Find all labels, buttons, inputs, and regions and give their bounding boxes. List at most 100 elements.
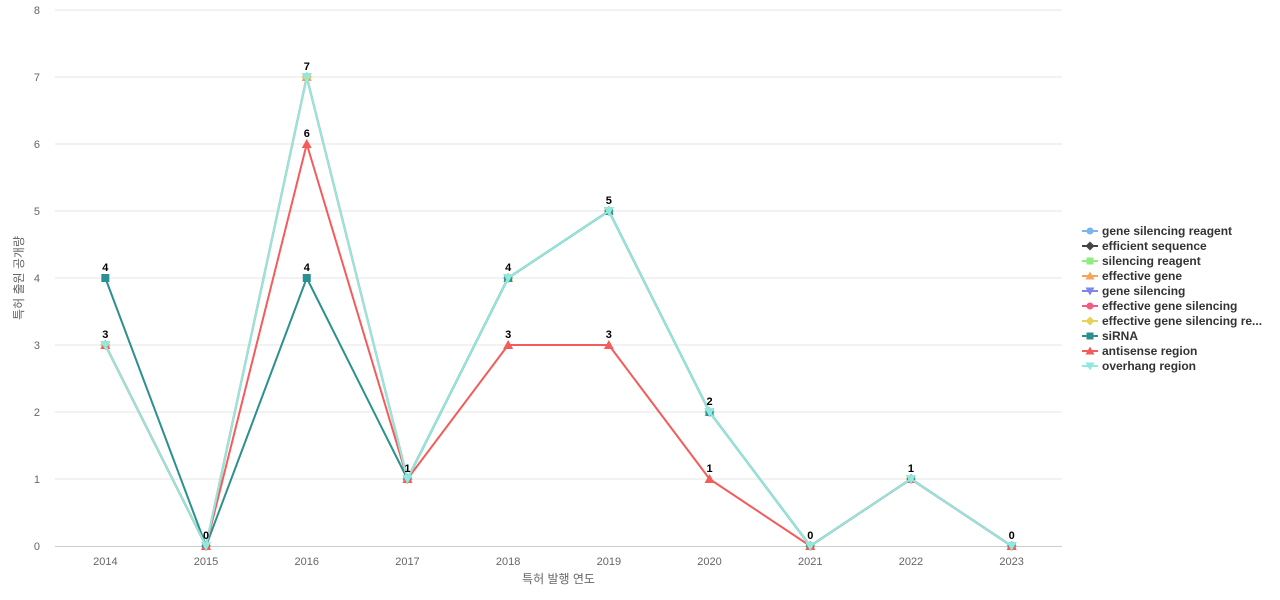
- x-tick-label: 2023: [999, 556, 1023, 568]
- data-label: 5: [606, 195, 612, 207]
- y-tick-label: 8: [34, 5, 40, 17]
- y-axis-title: 특허 출원 공개량: [12, 236, 26, 320]
- legend-marker: [1086, 302, 1094, 310]
- data-point[interactable]: [905, 475, 916, 484]
- legend-item[interactable]: efficient sequence: [1082, 239, 1207, 253]
- x-tick-label: 2022: [899, 556, 923, 568]
- data-label: 3: [102, 329, 108, 341]
- legend-item[interactable]: effective gene: [1082, 269, 1182, 283]
- legend-label: effective gene silencing re...: [1102, 314, 1262, 328]
- data-point[interactable]: [100, 341, 111, 350]
- data-labels: 4 3 0 7 6 4 1 4 3 5 3 2 1 0 1 0: [102, 61, 1014, 542]
- series-sirna[interactable]: [101, 207, 1016, 550]
- x-axis-title: 특허 발행 연도: [522, 571, 595, 586]
- legend-marker: [1085, 316, 1095, 326]
- legend-marker: [1085, 271, 1095, 280]
- series-effective-gene-silencing[interactable]: [101, 73, 1016, 550]
- data-label: 1: [404, 463, 410, 475]
- y-tick-label: 0: [34, 541, 40, 553]
- series-line[interactable]: [104, 76, 1013, 547]
- series-layer: [100, 72, 1017, 551]
- y-tick-label: 1: [34, 474, 40, 486]
- x-tick-label: 2017: [395, 556, 419, 568]
- legend-item[interactable]: effective gene silencing: [1082, 299, 1237, 313]
- data-label: 1: [706, 463, 712, 475]
- legend-label: efficient sequence: [1102, 239, 1207, 253]
- legend-item[interactable]: gene silencing reagent: [1082, 224, 1232, 238]
- x-tick-label: 2018: [496, 556, 520, 568]
- data-label: 0: [807, 530, 813, 542]
- legend-item[interactable]: gene silencing: [1082, 284, 1185, 298]
- data-point[interactable]: [704, 474, 715, 483]
- legend-label: antisense region: [1102, 344, 1197, 358]
- data-point[interactable]: [1006, 542, 1017, 551]
- y-axis-ticks: 0 1 2 3 4 5 6 7 8: [34, 5, 40, 553]
- y-tick-label: 2: [34, 407, 40, 419]
- y-tick-label: 3: [34, 340, 40, 352]
- y-tick-label: 6: [34, 139, 40, 151]
- data-label: 0: [203, 530, 209, 542]
- legend-label: siRNA: [1102, 329, 1138, 343]
- legend-label: effective gene: [1102, 269, 1182, 283]
- x-tick-label: 2015: [194, 556, 218, 568]
- data-point[interactable]: [101, 274, 110, 282]
- legend-marker: [1085, 241, 1095, 251]
- x-tick-label: 2019: [597, 556, 621, 568]
- legend-marker: [1085, 287, 1095, 296]
- data-label: 2: [706, 396, 712, 408]
- series-silencing-reagent[interactable]: [101, 73, 1016, 550]
- data-point[interactable]: [301, 139, 312, 148]
- series-line[interactable]: [104, 76, 1013, 547]
- data-label: 1: [908, 463, 914, 475]
- series-line[interactable]: [104, 76, 1013, 547]
- series-gene-silencing-reagent[interactable]: [101, 73, 1016, 550]
- data-point[interactable]: [805, 542, 816, 551]
- data-point[interactable]: [503, 274, 514, 283]
- data-point[interactable]: [302, 274, 311, 282]
- data-label: 0: [1009, 530, 1015, 542]
- legend-label: overhang region: [1102, 359, 1196, 373]
- legend-marker: [1086, 332, 1094, 340]
- x-tick-label: 2020: [697, 556, 721, 568]
- legend-item[interactable]: antisense region: [1082, 344, 1197, 358]
- legend-item[interactable]: silencing reagent: [1082, 254, 1201, 268]
- x-tick-label: 2021: [798, 556, 822, 568]
- series-line[interactable]: [104, 76, 1013, 547]
- legend-label: gene silencing: [1102, 284, 1185, 298]
- series-line[interactable]: [104, 76, 1013, 547]
- x-axis-ticks: 2014 2015 2016 2017 2018 2019 2020 2021 2022 2023: [93, 556, 1024, 568]
- legend-marker: [1086, 257, 1094, 265]
- legend-item[interactable]: effective gene silencing re...: [1082, 314, 1262, 328]
- data-label: 4: [102, 262, 109, 274]
- data-label: 3: [606, 329, 612, 341]
- legend-label: gene silencing reagent: [1102, 224, 1232, 238]
- y-tick-label: 4: [34, 273, 40, 285]
- data-point[interactable]: [402, 475, 413, 484]
- data-point[interactable]: [503, 340, 514, 349]
- x-tick-label: 2014: [93, 556, 117, 568]
- data-label: 3: [505, 329, 511, 341]
- y-tick-label: 5: [34, 206, 40, 218]
- legend-label: effective gene silencing: [1102, 299, 1237, 313]
- data-label: 7: [304, 61, 310, 73]
- legend-marker: [1085, 362, 1095, 371]
- data-point[interactable]: [603, 340, 614, 349]
- data-label: 6: [304, 128, 310, 140]
- x-tick-label: 2016: [295, 556, 319, 568]
- legend-item[interactable]: siRNA: [1082, 329, 1138, 343]
- series-overhang-region[interactable]: [100, 73, 1017, 551]
- data-label: 4: [505, 262, 512, 274]
- data-point[interactable]: [603, 207, 614, 216]
- legend-marker: [1085, 346, 1095, 355]
- data-point[interactable]: [301, 73, 312, 82]
- data-point[interactable]: [201, 542, 212, 551]
- legend-item[interactable]: overhang region: [1082, 359, 1196, 373]
- series-line[interactable]: [104, 76, 1013, 547]
- legend-label: silencing reagent: [1102, 254, 1201, 268]
- data-point[interactable]: [704, 408, 715, 417]
- series-line[interactable]: [104, 76, 1013, 547]
- y-tick-label: 7: [34, 72, 40, 84]
- series-line[interactable]: [104, 76, 1013, 547]
